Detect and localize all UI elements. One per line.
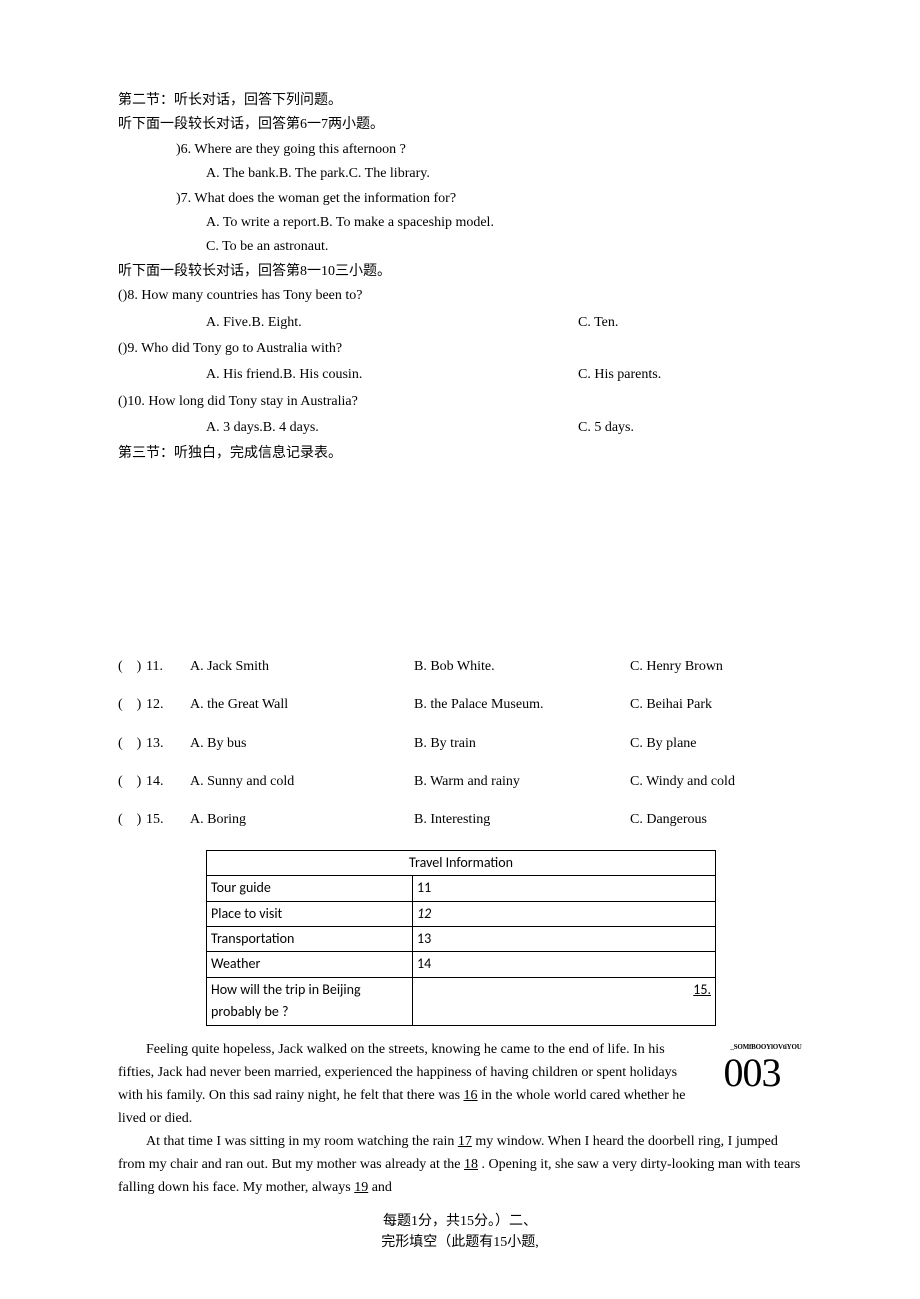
mc-num: 14. (146, 771, 190, 793)
blank-19: 19 (354, 1180, 368, 1195)
mc-option-a: A. Jack Smith (190, 656, 414, 678)
passage-p2: At that time I was sitting in my room wa… (118, 1130, 802, 1199)
mc-num: 15. (146, 809, 190, 831)
exam-page: 第二节：听长对话，回答下列问题。 听下面一段较长对话，回答第6一7两小题。 )6… (0, 0, 920, 1293)
mc-paren: ( ) (118, 809, 146, 831)
mc-paren: ( ) (118, 733, 146, 755)
table-label: Weather (207, 952, 413, 977)
mc-row: ( ) 12. A. the Great Wall B. the Palace … (118, 694, 802, 716)
mc-option-b: B. Bob White. (414, 656, 630, 678)
q8-stem: ()8. How many countries has Tony been to… (118, 285, 802, 307)
table-title: Travel Information (207, 850, 716, 875)
table-val: 15. (413, 977, 716, 1025)
mc-row: ( ) 14. A. Sunny and cold B. Warm and ra… (118, 771, 802, 793)
blank-17: 17 (458, 1134, 472, 1149)
q8-left: A. Five.B. Eight. (118, 312, 578, 334)
mc-option-a: A. Boring (190, 809, 414, 831)
mc-option-a: A. By bus (190, 733, 414, 755)
q9-left: A. His friend.B. His cousin. (118, 364, 578, 386)
mc-num: 13. (146, 733, 190, 755)
mc-row: ( ) 11. A. Jack Smith B. Bob White. C. H… (118, 656, 802, 678)
table-label: Tour guide (207, 876, 413, 901)
mc-option-a: A. the Great Wall (190, 694, 414, 716)
table-row: Tour guide 11 (207, 876, 716, 901)
footer-note: 每题1分，共15分。）二、 完形填空（此题有15小题, (118, 1211, 802, 1253)
section2-instr2: 听下面一段较长对话，回答第8一10三小题。 (118, 261, 802, 283)
mc-option-c: C. Windy and cold (630, 771, 802, 793)
q10-left: A. 3 days.B. 4 days. (118, 417, 578, 439)
mc-option-a: A. Sunny and cold (190, 771, 414, 793)
table-row: Place to visit 12 (207, 901, 716, 926)
mc-paren: ( ) (118, 656, 146, 678)
table-val: 11 (413, 876, 716, 901)
mc-option-c: C. Dangerous (630, 809, 802, 831)
blank-16: 16 (464, 1088, 478, 1103)
q7-stem: )7. What does the woman get the informat… (118, 188, 802, 210)
info-table-wrap: Travel Information Tour guide 11 Place t… (206, 850, 716, 1026)
mc-option-b: B. By train (414, 733, 630, 755)
mc-num: 11. (146, 656, 190, 678)
q7-options-ab: A. To write a report.B. To make a spaces… (118, 212, 802, 234)
table-label: Place to visit (207, 901, 413, 926)
section2-title: 第二节：听长对话，回答下列问题。 (118, 90, 802, 112)
mc-row: ( ) 15. A. Boring B. Interesting C. Dang… (118, 809, 802, 831)
cloze-passage: _SOMfBOOYlOVtiYOU 003 Feeling quite hope… (118, 1038, 802, 1200)
mc-option-c: C. By plane (630, 733, 802, 755)
q9-stem: ()9. Who did Tony go to Australia with? (118, 338, 802, 360)
info-table: Travel Information Tour guide 11 Place t… (206, 850, 716, 1026)
table-label: Transportation (207, 926, 413, 951)
table-val: 13 (413, 926, 716, 951)
section3-title: 第三节：听独白，完成信息记录表。 (118, 443, 802, 465)
mc-option-c: C. Beihai Park (630, 694, 802, 716)
mc-paren: ( ) (118, 771, 146, 793)
table-row: Transportation 13 (207, 926, 716, 951)
table-row: Weather 14 (207, 952, 716, 977)
q9-right: C. His parents. (578, 364, 802, 386)
blank-18: 18 (464, 1157, 478, 1172)
mc-option-b: B. Interesting (414, 809, 630, 831)
mc-num: 12. (146, 694, 190, 716)
q6-options: A. The bank.B. The park.C. The library. (118, 163, 802, 185)
mc-option-b: B. Warm and rainy (414, 771, 630, 793)
q10-stem: ()10. How long did Tony stay in Australi… (118, 391, 802, 413)
mc-block: ( ) 11. A. Jack Smith B. Bob White. C. H… (118, 656, 802, 832)
mc-paren: ( ) (118, 694, 146, 716)
mc-option-c: C. Henry Brown (630, 656, 802, 678)
q6-stem: )6. Where are they going this afternoon … (118, 139, 802, 161)
table-val: 12 (413, 901, 716, 926)
q10-right: C. 5 days. (578, 417, 802, 439)
section2-instr1: 听下面一段较长对话，回答第6一7两小题。 (118, 114, 802, 136)
stamp-big: 003 (724, 1050, 781, 1095)
q8-right: C. Ten. (578, 312, 802, 334)
table-row: How will the trip in Beijing probably be… (207, 977, 716, 1025)
qr-stamp: _SOMfBOOYlOVtiYOU 003 (702, 1034, 802, 1094)
mc-option-b: B. the Palace Museum. (414, 694, 630, 716)
table-val: 14 (413, 952, 716, 977)
table-label: How will the trip in Beijing probably be… (207, 977, 413, 1025)
q7-option-c: C. To be an astronaut. (118, 236, 802, 258)
mc-row: ( ) 13. A. By bus B. By train C. By plan… (118, 733, 802, 755)
passage-p1: _SOMfBOOYlOVtiYOU 003 Feeling quite hope… (118, 1038, 802, 1130)
